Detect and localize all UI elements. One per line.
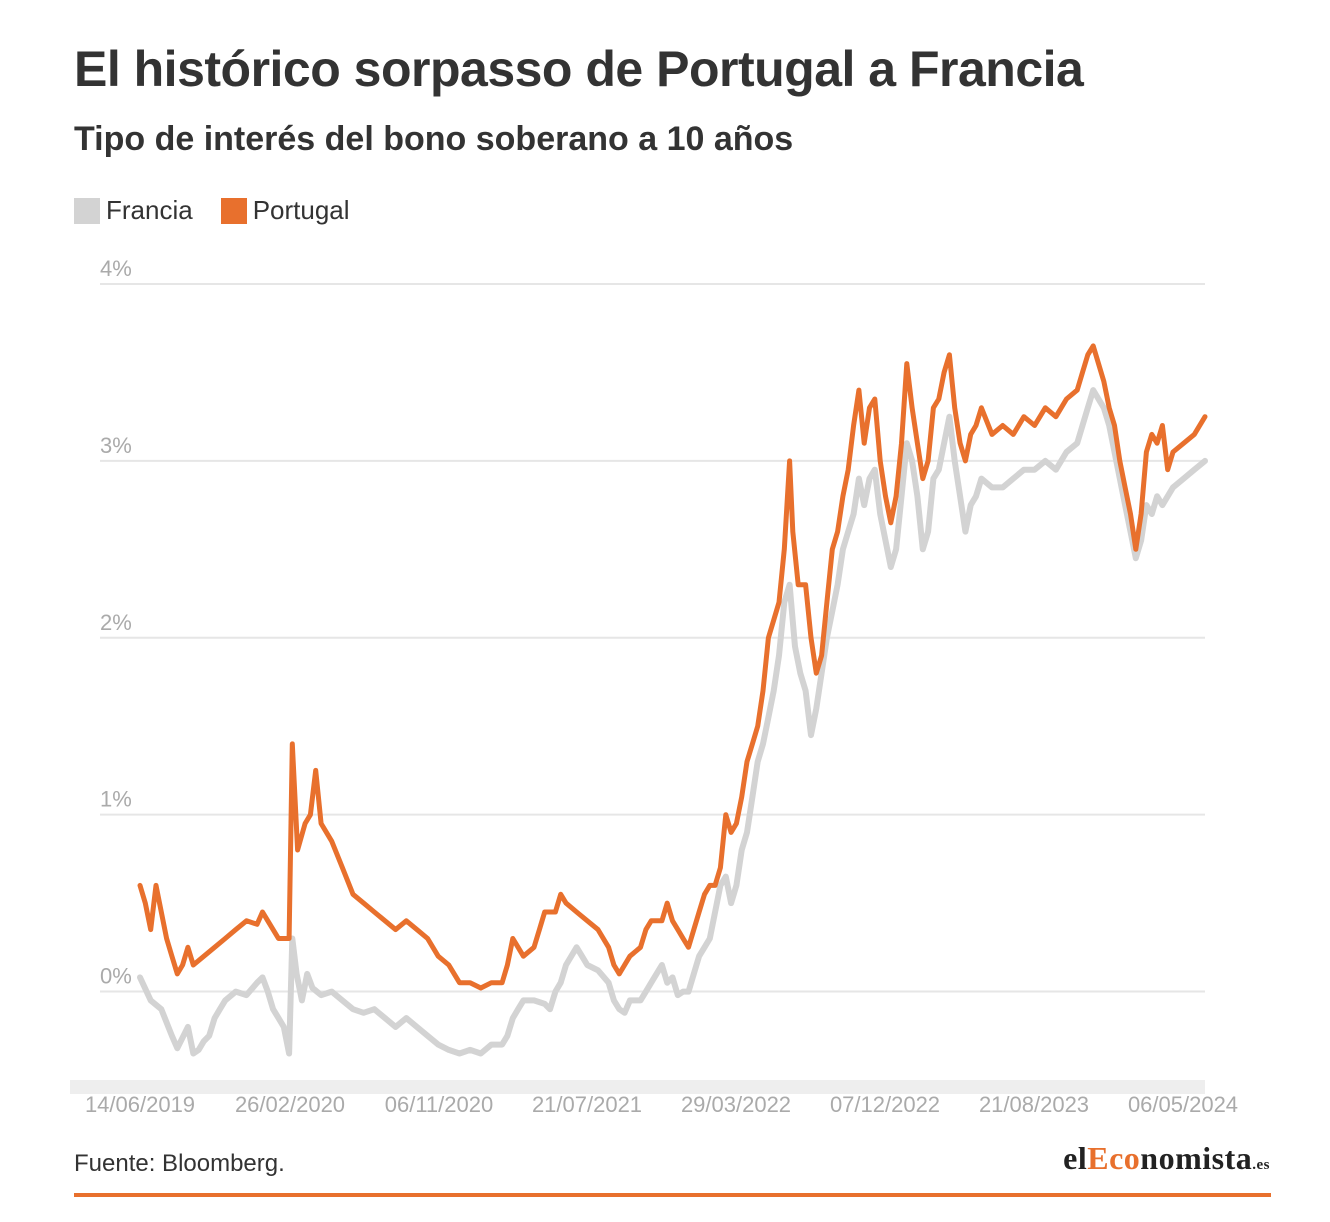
legend-swatch-portugal	[220, 197, 247, 224]
chart-subtitle: Tipo de interés del bono soberano a 10 a…	[74, 120, 794, 158]
x-tick-label: 06/05/2024	[1128, 1092, 1238, 1117]
series-line-francia	[137, 387, 1208, 1057]
chart-title: El histórico sorpasso de Portugal a Fran…	[74, 41, 1084, 97]
x-tick-label: 21/08/2023	[979, 1092, 1089, 1117]
series-line-portugal	[137, 343, 1208, 991]
legend-item-francia[interactable]: Francia	[74, 195, 193, 226]
x-tick-label: 26/02/2020	[235, 1092, 345, 1117]
y-tick-label: 0%	[100, 964, 132, 989]
legend-swatch-francia	[74, 197, 100, 224]
x-tick-label: 21/07/2021	[532, 1092, 642, 1117]
x-tick-label: 14/06/2019	[85, 1092, 195, 1117]
y-tick-label: 1%	[100, 787, 132, 812]
y-tick-label: 3%	[100, 433, 132, 458]
legend-label-francia: Francia	[106, 195, 193, 225]
y-tick-label: 2%	[100, 610, 132, 635]
x-tick-label: 07/12/2022	[830, 1092, 940, 1117]
footer-rule	[74, 1193, 1271, 1197]
x-tick-label: 06/11/2020	[385, 1092, 493, 1117]
legend-label-portugal: Portugal	[252, 195, 350, 225]
y-tick-label: 4%	[100, 256, 132, 281]
legend-item-portugal[interactable]: Portugal	[220, 195, 350, 226]
brand-logo: elEconomista.es	[1063, 1140, 1270, 1176]
x-axis-band	[70, 1080, 1205, 1094]
source-note: Fuente: Bloomberg.	[74, 1150, 285, 1177]
x-tick-label: 29/03/2022	[681, 1092, 791, 1117]
line-chart: 0% 1% 2% 3% 4% 14/06/2019 26/02/2020 06/11/2020…	[70, 256, 1238, 1117]
legend: Francia Portugal	[74, 195, 378, 226]
